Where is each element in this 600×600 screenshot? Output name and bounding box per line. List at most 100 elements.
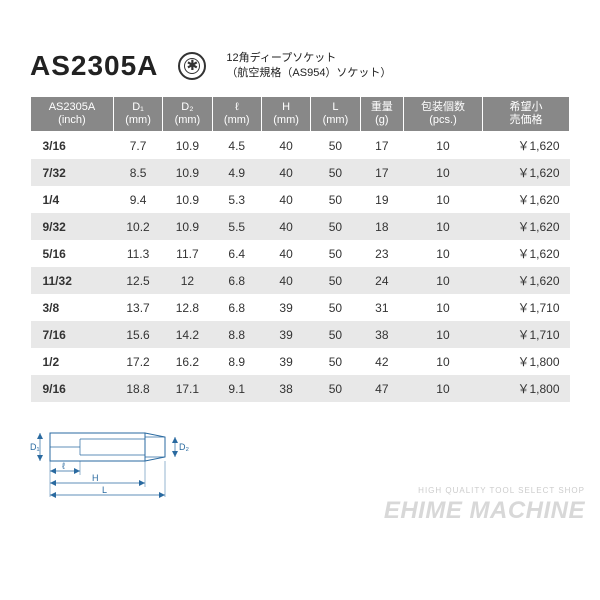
table-cell: 38: [360, 321, 403, 348]
svg-text:ℓ: ℓ: [62, 461, 66, 471]
table-cell: 5.5: [212, 213, 261, 240]
table-cell: 5/16: [31, 240, 114, 267]
svg-text:D₁: D₁: [30, 442, 40, 452]
table-cell: ￥1,620: [482, 186, 569, 213]
column-header: 包装個数(pcs.): [404, 97, 483, 132]
table-cell: ￥1,620: [482, 132, 569, 160]
column-header: D₂(mm): [163, 97, 212, 132]
table-cell: 40: [261, 186, 310, 213]
table-cell: 50: [311, 267, 360, 294]
table-cell: 10: [404, 321, 483, 348]
table-cell: 8.9: [212, 348, 261, 375]
table-cell: 38: [261, 375, 310, 402]
table-cell: 11.3: [113, 240, 162, 267]
table-cell: 50: [311, 375, 360, 402]
table-cell: 4.5: [212, 132, 261, 160]
product-description: 12角ディープソケット （航空規格（AS954）ソケット）: [226, 51, 391, 82]
dimension-diagram: D₁ D₂ ℓ HL: [30, 415, 190, 510]
table-cell: 3/16: [31, 132, 114, 160]
table-cell: 6.4: [212, 240, 261, 267]
table-cell: 10.9: [163, 132, 212, 160]
table-cell: 6.8: [212, 294, 261, 321]
table-row: 3/813.712.86.839503110￥1,710: [31, 294, 570, 321]
column-header: 重量(g): [360, 97, 403, 132]
svg-text:H: H: [92, 473, 99, 483]
table-row: 7/1615.614.28.839503810￥1,710: [31, 321, 570, 348]
table-cell: ￥1,620: [482, 159, 569, 186]
table-row: 3/167.710.94.540501710￥1,620: [31, 132, 570, 160]
table-cell: 14.2: [163, 321, 212, 348]
table-cell: 10.2: [113, 213, 162, 240]
table-row: 5/1611.311.76.440502310￥1,620: [31, 240, 570, 267]
svg-text:D₂: D₂: [179, 442, 189, 452]
table-cell: 23: [360, 240, 403, 267]
column-header: AS2305A(inch): [31, 97, 114, 132]
table-cell: 3/8: [31, 294, 114, 321]
table-cell: 7/32: [31, 159, 114, 186]
table-cell: 17.2: [113, 348, 162, 375]
table-cell: 24: [360, 267, 403, 294]
table-cell: 9/32: [31, 213, 114, 240]
table-cell: 10: [404, 267, 483, 294]
table-cell: 42: [360, 348, 403, 375]
table-cell: 13.7: [113, 294, 162, 321]
column-header: D₁(mm): [113, 97, 162, 132]
table-cell: 10: [404, 240, 483, 267]
table-cell: 9/16: [31, 375, 114, 402]
table-cell: 40: [261, 240, 310, 267]
table-cell: 40: [261, 267, 310, 294]
table-cell: 39: [261, 294, 310, 321]
table-cell: 6.8: [212, 267, 261, 294]
table-cell: 16.2: [163, 348, 212, 375]
table-cell: 10: [404, 213, 483, 240]
table-cell: 15.6: [113, 321, 162, 348]
table-cell: 39: [261, 321, 310, 348]
desc-line-1: 12角ディープソケット: [226, 51, 391, 66]
table-row: 9/3210.210.95.540501810￥1,620: [31, 213, 570, 240]
table-cell: 10.9: [163, 159, 212, 186]
table-cell: 19: [360, 186, 403, 213]
table-cell: 8.8: [212, 321, 261, 348]
table-cell: 10: [404, 132, 483, 160]
desc-line-2: （航空規格（AS954）ソケット）: [226, 66, 391, 81]
table-cell: ￥1,620: [482, 240, 569, 267]
table-cell: 50: [311, 132, 360, 160]
table-cell: 5.3: [212, 186, 261, 213]
column-header: ℓ(mm): [212, 97, 261, 132]
table-cell: 39: [261, 348, 310, 375]
table-cell: 7.7: [113, 132, 162, 160]
table-row: 7/328.510.94.940501710￥1,620: [31, 159, 570, 186]
table-cell: 8.5: [113, 159, 162, 186]
table-row: 1/217.216.28.939504210￥1,800: [31, 348, 570, 375]
table-cell: 12.5: [113, 267, 162, 294]
watermark-brand: EHIME MACHINE: [384, 497, 585, 525]
table-cell: 31: [360, 294, 403, 321]
table-cell: 17: [360, 132, 403, 160]
table-cell: ￥1,710: [482, 321, 569, 348]
table-cell: 40: [261, 213, 310, 240]
table-cell: 10: [404, 186, 483, 213]
watermark: HIGH QUALITY TOOL SELECT SHOP EHIME MACH…: [384, 486, 585, 525]
table-cell: 9.1: [212, 375, 261, 402]
table-cell: 40: [261, 132, 310, 160]
table-cell: 10: [404, 159, 483, 186]
table-cell: 12: [163, 267, 212, 294]
svg-text:L: L: [102, 485, 107, 495]
spec-table: AS2305A(inch)D₁(mm)D₂(mm)ℓ(mm)H(mm)L(mm)…: [30, 96, 570, 402]
table-cell: ￥1,800: [482, 348, 569, 375]
table-cell: ￥1,620: [482, 267, 569, 294]
table-cell: ￥1,800: [482, 375, 569, 402]
table-cell: 1/2: [31, 348, 114, 375]
table-cell: 50: [311, 321, 360, 348]
table-cell: 1/4: [31, 186, 114, 213]
column-header: L(mm): [311, 97, 360, 132]
table-cell: 50: [311, 240, 360, 267]
table-cell: ￥1,710: [482, 294, 569, 321]
table-cell: 50: [311, 159, 360, 186]
table-cell: 50: [311, 186, 360, 213]
table-row: 9/1618.817.19.138504710￥1,800: [31, 375, 570, 402]
table-cell: 7/16: [31, 321, 114, 348]
table-cell: 11.7: [163, 240, 212, 267]
table-cell: 9.4: [113, 186, 162, 213]
table-cell: 18.8: [113, 375, 162, 402]
